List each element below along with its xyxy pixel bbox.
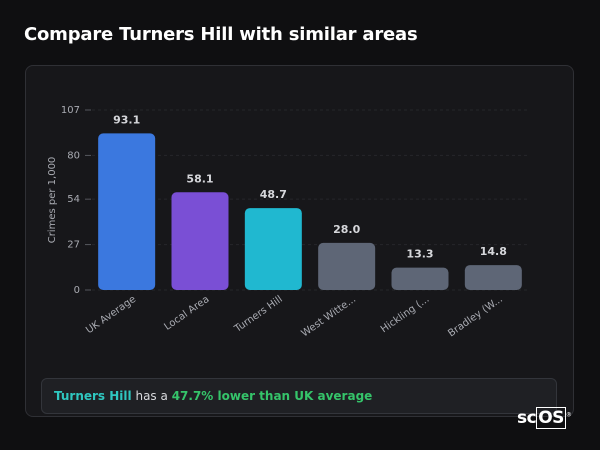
y-tick-label: 80	[67, 150, 80, 161]
summary-highlight: 47.7% lower than UK average	[171, 389, 373, 403]
logo-box: OS	[536, 407, 566, 429]
value-label: 93.1	[113, 113, 140, 126]
bar	[464, 265, 522, 290]
y-tick-label: 54	[67, 194, 80, 205]
y-tick-label: 0	[74, 285, 80, 296]
logo-text: sc	[517, 408, 537, 428]
summary-box: Turners Hill has a 47.7% lower than UK a…	[41, 378, 557, 414]
value-label: 48.7	[260, 188, 287, 201]
x-tick-label: UK Average	[84, 294, 138, 336]
bar	[391, 267, 449, 290]
value-label: 28.0	[333, 223, 360, 236]
summary-text: has a	[135, 389, 168, 403]
x-tick-label: Turners Hill	[232, 294, 285, 336]
value-label: 14.8	[480, 245, 507, 258]
x-tick-label: West Witte...	[300, 294, 359, 340]
page-title: Compare Turners Hill with similar areas	[24, 24, 418, 45]
bar	[244, 208, 302, 290]
x-tick-label: Hickling (...	[379, 294, 432, 335]
bar	[318, 242, 376, 290]
area-name: Turners Hill	[54, 389, 132, 403]
value-label: 13.3	[406, 248, 433, 261]
bar	[171, 192, 229, 290]
x-tick-label: Local Area	[162, 294, 211, 333]
y-tick-label: 107	[61, 105, 80, 116]
bar	[98, 133, 156, 290]
x-tick-label: Bradley (W...	[446, 294, 504, 340]
y-tick-label: 27	[67, 240, 80, 251]
value-label: 58.1	[186, 172, 213, 185]
logo: sc OS ®	[517, 407, 572, 429]
y-axis-label: Crimes per 1,000	[47, 157, 58, 244]
logo-mark: ®	[565, 411, 572, 419]
